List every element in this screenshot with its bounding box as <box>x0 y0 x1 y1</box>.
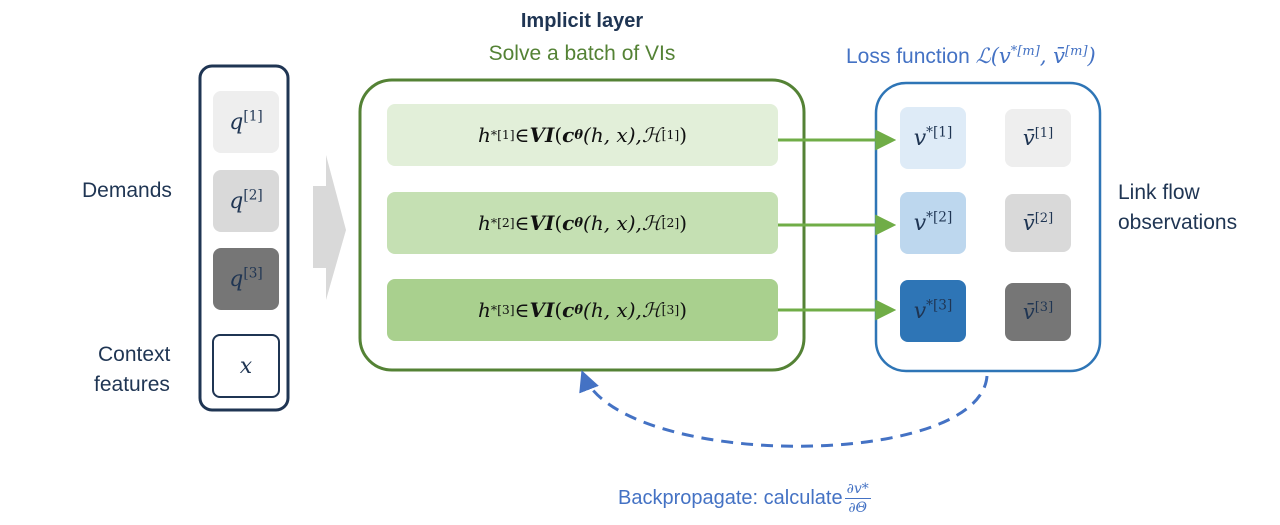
vi-star: * <box>490 127 498 142</box>
vi-args: (h, x), <box>583 298 642 322</box>
vi-close: ) <box>679 211 687 235</box>
loss-star: * <box>1010 44 1018 59</box>
vi-h: h <box>478 211 491 235</box>
vi-theta: θ <box>574 302 584 318</box>
demand-tile-2: q[2] <box>213 170 279 232</box>
loss-v: v <box>998 44 1011 68</box>
prediction-tile-1: v*[1] <box>900 107 966 169</box>
pred-index: [1] <box>932 124 953 141</box>
link-flow-label-line2: observations <box>1118 211 1238 234</box>
vi-theta: θ <box>574 127 584 143</box>
vi-H: ℋ <box>641 123 662 147</box>
backprop-fraction: ∂v* ∂Θ <box>844 480 871 517</box>
demand-tile-3: q[3] <box>213 248 279 310</box>
vi-operator: VI <box>529 298 555 322</box>
vi-in: ∈ <box>514 123 530 147</box>
loss-vbar: v̄ <box>1053 44 1066 68</box>
pred-star: * <box>926 297 933 314</box>
obs-vbar: v̄ <box>1022 211 1035 235</box>
pred-v: v <box>913 210 927 236</box>
loss-m: [m] <box>1017 44 1040 59</box>
context-tile: x <box>212 334 280 398</box>
loss-m-2: [m] <box>1065 44 1088 59</box>
prediction-tile-2: v*[2] <box>900 192 966 254</box>
context-label-line1: Context <box>98 343 171 366</box>
observation-tile-1: v̄[1] <box>1005 109 1071 167</box>
demand-tile-1: q[1] <box>213 91 279 153</box>
loss-function-title: Loss function ℒ(v*[m], v̄[m]) <box>846 44 1096 68</box>
obs-vbar: v̄ <box>1022 300 1035 324</box>
vi-star: * <box>490 302 498 317</box>
demand-symbol: q <box>229 109 244 135</box>
vi-close: ) <box>679 298 687 322</box>
vi-index: [3] <box>497 302 515 317</box>
loss-prefix: Loss function <box>846 45 976 68</box>
vi-args: (h, x), <box>583 123 642 147</box>
obs-vbar: v̄ <box>1022 126 1035 150</box>
vi-in: ∈ <box>514 298 530 322</box>
big-gray-arrow <box>313 155 346 300</box>
implicit-layer-subtitle: Solve a batch of VIs <box>488 42 676 65</box>
vi-c: c <box>562 211 575 235</box>
backprop-denominator: ∂Θ <box>848 500 868 516</box>
input-column-frame <box>198 64 290 412</box>
backprop-curve <box>579 370 989 448</box>
pred-v: v <box>913 298 927 324</box>
vi-args: (h, x), <box>583 211 642 235</box>
obs-index: [1] <box>1034 126 1054 141</box>
vi-theta: θ <box>574 215 584 231</box>
demands-label: Demands <box>82 179 172 202</box>
pred-index: [3] <box>932 297 953 314</box>
obs-index: [2] <box>1034 211 1054 226</box>
context-label-line2: features <box>94 373 170 396</box>
implicit-layer-title: Implicit layer <box>520 10 644 32</box>
demand-index: [2] <box>243 187 263 204</box>
loss-comma: , <box>1039 44 1054 68</box>
demand-index: [3] <box>243 265 263 282</box>
observation-tile-2: v̄[2] <box>1005 194 1071 252</box>
backprop-text: Backpropagate: calculate <box>618 487 843 509</box>
vi-row-3: h *[3] ∈ VI(c θ (h, x), ℋ [3]) <box>387 279 778 341</box>
obs-index: [3] <box>1034 300 1054 315</box>
link-flow-label-line1: Link flow <box>1118 181 1200 204</box>
pred-star: * <box>926 209 933 226</box>
vi-h: h <box>478 123 491 147</box>
vi-row-2: h *[2] ∈ VI(c θ (h, x), ℋ [2]) <box>387 192 778 254</box>
prediction-tile-3: v*[3] <box>900 280 966 342</box>
observation-tile-3: v̄[3] <box>1005 283 1071 341</box>
loss-L: ℒ <box>975 44 991 68</box>
vi-c: c <box>562 123 575 147</box>
pred-star: * <box>926 124 933 141</box>
backprop-numerator: ∂v* <box>844 481 871 499</box>
backprop-caption: Backpropagate: calculate ∂v* ∂Θ <box>618 480 871 517</box>
vi-H: ℋ <box>641 298 662 322</box>
vi-close: ) <box>679 123 687 147</box>
demand-symbol: q <box>229 266 244 292</box>
vi-row-1: h *[1] ∈ VI(c θ (h, x), ℋ [1]) <box>387 104 778 166</box>
vi-index: [2] <box>497 215 515 230</box>
vi-H: ℋ <box>641 211 662 235</box>
vi-star: * <box>490 215 498 230</box>
pred-index: [2] <box>932 209 953 226</box>
pred-v: v <box>913 125 927 151</box>
vi-operator: VI <box>529 123 555 147</box>
vi-operator: VI <box>529 211 555 235</box>
vi-in: ∈ <box>514 211 530 235</box>
vi-h: h <box>478 298 491 322</box>
vi-index: [1] <box>497 127 515 142</box>
demand-index: [1] <box>243 108 263 125</box>
vi-c: c <box>562 298 575 322</box>
demand-symbol: q <box>229 188 244 214</box>
context-symbol: x <box>239 353 253 379</box>
